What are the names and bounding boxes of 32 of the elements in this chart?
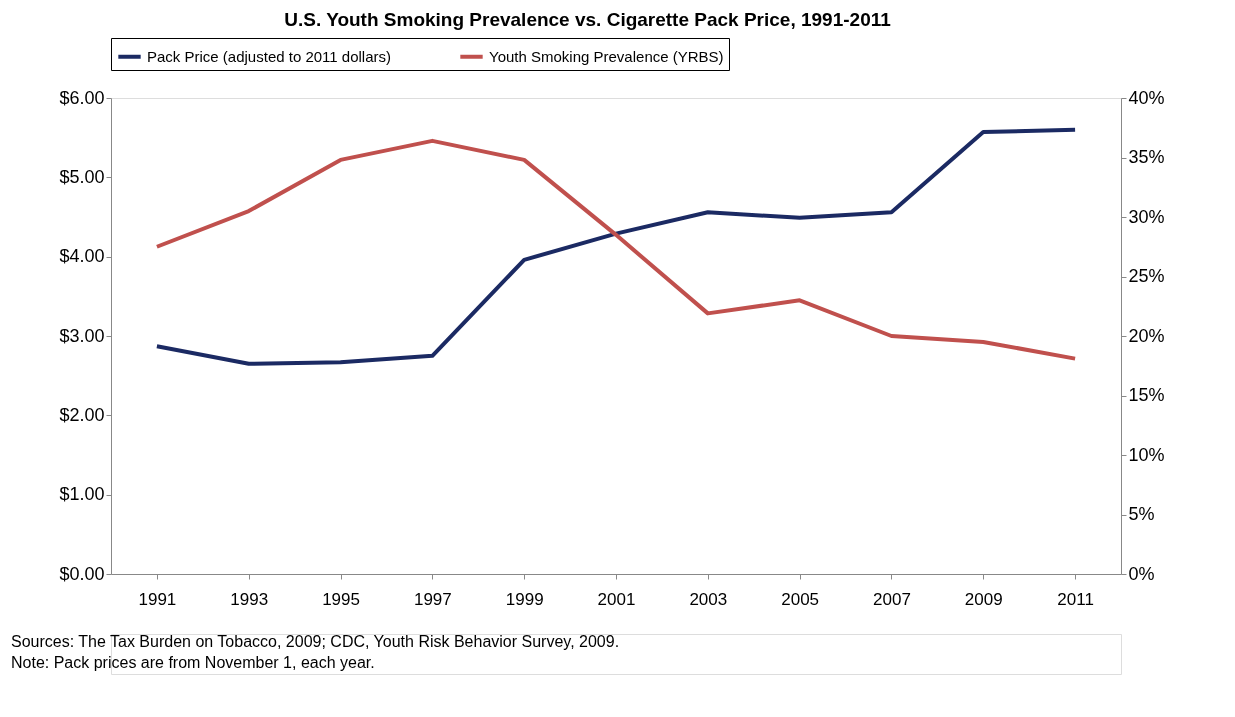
x-tick-label: 2011 [1057,589,1094,609]
legend-label: Youth Smoking Prevalence (YRBS) [489,47,724,65]
x-tick-label: 1997 [413,589,452,609]
y2-tick-label: 30% [1128,206,1165,227]
chart-title: U.S. Youth Smoking Prevalence vs. Cigarette Pack Price, 1991-2011 [284,8,892,30]
x-tick-label: 1991 [138,589,177,609]
y-tick-label: $6.00 [59,87,105,108]
y-tick-label: $5.00 [59,166,105,187]
y2-tick-label: 20% [1128,325,1165,346]
y2-tick-label: 5% [1128,504,1155,524]
y-tick-label: $1.00 [59,484,105,505]
y2-tick-label: 35% [1128,147,1165,167]
y2-tick-label: 40% [1128,87,1165,108]
y-tick-label: $4.00 [59,246,105,267]
x-tick-label: 1993 [230,589,269,609]
legend-label: Pack Price (adjusted to 2011 dollars) [147,47,392,65]
y2-tick-label: 25% [1128,266,1165,286]
y2-tick-label: 0% [1128,563,1155,584]
x-tick-label: 2005 [781,589,820,609]
source-note: Sources: The Tax Burden on Tobacco, 2009; CDC, Youth Risk Behavior Survey, 2009. [11,633,620,650]
y-tick-label: $3.00 [59,325,105,346]
y-tick-label: $2.00 [59,404,105,425]
text: Note: Pack prices are from November 1, each year. [11,654,375,671]
y2-tick-label: 15% [1128,385,1165,405]
x-tick-label: 2009 [964,589,1003,609]
y2-tick-label: 10% [1128,444,1165,465]
x-tick-label: 2003 [689,589,728,609]
x-tick-label: 1999 [505,589,544,609]
x-tick-label: 1995 [322,589,360,609]
y-tick-label: $0.00 [59,563,105,584]
x-tick-label: 2001 [597,589,636,609]
x-tick-label: 2007 [873,589,911,609]
